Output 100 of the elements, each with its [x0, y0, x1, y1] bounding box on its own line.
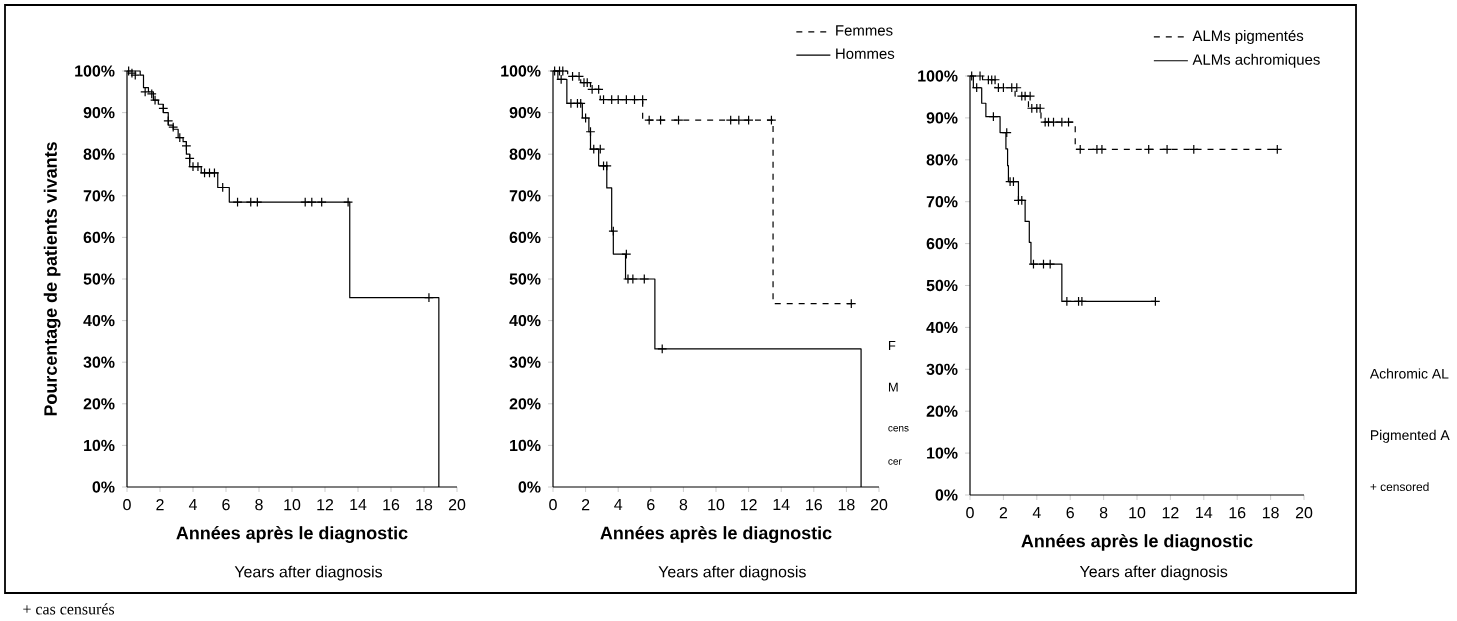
point — [657, 343, 668, 354]
y-tick-label: 60% — [509, 231, 541, 244]
y-tick-label: 0% — [935, 489, 958, 501]
point — [580, 113, 591, 123]
y-tick-label: 90% — [83, 106, 115, 119]
legend-label: ALMs pigmentés — [1192, 29, 1304, 44]
legend-label: Femmes — [836, 25, 893, 36]
y-tick-label: 100% — [75, 65, 115, 77]
point — [1035, 103, 1046, 114]
point — [1096, 144, 1107, 155]
x-tick-label: 16 — [806, 499, 822, 511]
y-tick-label: 40% — [509, 314, 541, 327]
point — [423, 292, 434, 303]
text: Years after diagnosis — [234, 565, 383, 581]
x-tick-label: 2 — [581, 499, 590, 511]
x-tick-label: 10 — [708, 499, 725, 511]
point — [1061, 296, 1072, 307]
point — [306, 197, 317, 208]
y-tick-label: 40% — [926, 321, 958, 334]
y-tick-label: 60% — [926, 237, 958, 250]
point — [1028, 259, 1039, 270]
point — [639, 274, 650, 284]
y-tick-label: 10% — [84, 439, 115, 452]
point — [655, 115, 666, 126]
x-tick-label: 16 — [383, 499, 400, 511]
y-tick-label: 80% — [83, 148, 115, 160]
point — [565, 98, 576, 109]
legend-label: Hommes — [836, 48, 895, 59]
point — [1025, 91, 1036, 102]
point — [733, 115, 744, 126]
text: M — [888, 382, 898, 392]
text: cens — [888, 426, 909, 432]
x-tick-label: 0 — [966, 507, 974, 519]
y-tick-label: 90% — [926, 112, 958, 124]
y-tick-label: 80% — [926, 154, 958, 166]
y-tick-label: 10% — [927, 447, 958, 459]
text: cer — [888, 459, 902, 465]
point — [766, 115, 777, 126]
y-tick-label: 80% — [509, 148, 541, 160]
point — [975, 71, 986, 81]
x-tick-label: 6 — [222, 499, 230, 511]
point — [1048, 117, 1059, 128]
point — [627, 274, 638, 284]
x-tick-label: 14 — [1196, 507, 1213, 518]
y-tick-label: 0% — [92, 481, 115, 493]
x-tick-label: 12 — [317, 499, 334, 511]
x-tick-label: 10 — [1129, 507, 1146, 519]
y-tick-label: 20% — [83, 398, 115, 410]
text: Years after diagnosis — [658, 565, 806, 581]
x-tick-label: 20 — [1295, 507, 1313, 519]
text: Achromic AL — [1369, 368, 1449, 379]
point — [990, 74, 1001, 85]
x-axis-title: Années après le diagnostic — [600, 525, 832, 543]
x-tick-label: 16 — [1229, 507, 1246, 519]
point — [743, 115, 754, 126]
point — [245, 197, 256, 208]
point — [181, 140, 192, 151]
point — [209, 167, 220, 178]
y-tick-label: 70% — [509, 190, 541, 202]
text: + censored — [1370, 482, 1429, 492]
text: Years after diagnosis — [1079, 565, 1228, 581]
x-tick-label: 4 — [614, 499, 623, 510]
y-tick-label: 50% — [926, 279, 958, 292]
x-tick-label: 2 — [999, 507, 1008, 519]
x-tick-label: 0 — [123, 499, 131, 511]
x-tick-label: 8 — [255, 499, 263, 511]
x-tick-label: 20 — [870, 499, 888, 511]
point — [316, 197, 327, 208]
legend-label: ALMs achromiques — [1192, 53, 1320, 68]
x-tick-label: 8 — [679, 499, 688, 511]
y-tick-label: 20% — [509, 398, 541, 410]
point — [725, 115, 736, 126]
x-tick-label: 10 — [284, 499, 301, 511]
point — [673, 115, 684, 126]
y-tick-label: 50% — [83, 273, 115, 285]
x-tick-label: 4 — [1032, 507, 1041, 518]
x-tick-label: 14 — [350, 499, 367, 510]
x-tick-label: 18 — [838, 499, 855, 511]
y-tick-label: 100% — [501, 65, 541, 77]
y-tick-label: 100% — [918, 70, 958, 82]
point — [232, 197, 243, 208]
point — [644, 115, 655, 126]
x-tick-label: 18 — [1262, 507, 1279, 519]
x-tick-label: 6 — [1066, 507, 1074, 519]
point — [1162, 144, 1173, 155]
x-tick-label: 12 — [1162, 507, 1179, 519]
y-tick-label: 30% — [83, 356, 115, 368]
point — [621, 249, 632, 260]
x-tick-label: 4 — [188, 499, 197, 510]
x-axis-title: Années après le diagnostic — [176, 525, 408, 543]
point — [1038, 259, 1049, 270]
point — [1063, 117, 1074, 128]
x-tick-label: 2 — [156, 499, 164, 511]
x-tick-label: 8 — [1099, 507, 1108, 519]
point — [343, 197, 354, 208]
y-tick-label: 10% — [510, 439, 541, 452]
y-tick-label: 0% — [518, 481, 541, 493]
x-tick-label: 20 — [448, 499, 466, 511]
y-tick-label: 30% — [509, 356, 541, 368]
x-tick-label: 6 — [647, 499, 655, 511]
